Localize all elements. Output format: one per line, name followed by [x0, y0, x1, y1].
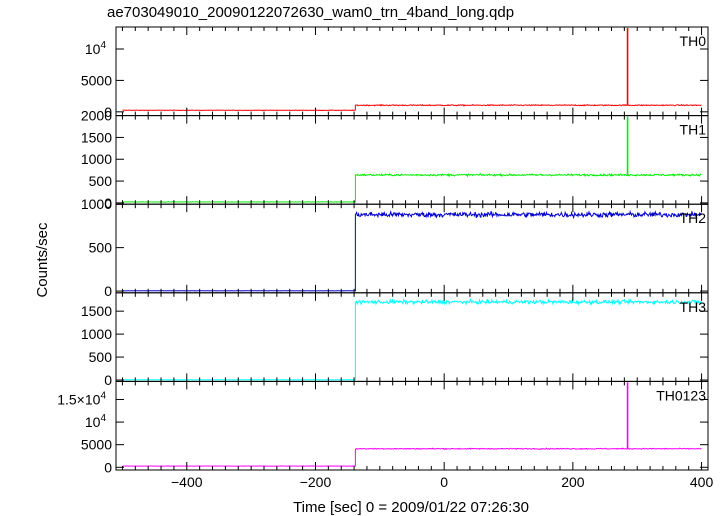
panel-label: TH2	[680, 210, 707, 226]
panel-th3: 0 500 1000 1500 TH3	[81, 292, 709, 388]
y-tick-label: 1500	[81, 303, 112, 319]
y-tick-label: 1000	[81, 151, 112, 167]
y-tick-label: 500	[89, 173, 113, 189]
y-axis-label: Counts/sec	[34, 222, 51, 298]
tick-exponent: 4	[100, 40, 106, 51]
y-tick-label: 1500	[81, 129, 112, 145]
chart-title: ae703049010_20090122072630_wam0_trn_4ban…	[107, 4, 514, 21]
y-tick-label: 104	[85, 413, 107, 430]
y-tick-label: 500	[89, 349, 113, 365]
series-line	[122, 172, 702, 203]
series-line	[122, 209, 703, 292]
y-tick-label: 0	[104, 372, 112, 388]
tick-mantissa: 1.5×10	[57, 391, 100, 407]
panel-frame	[115, 26, 709, 117]
y-tick-label: 0	[104, 104, 112, 120]
panel-frame	[115, 115, 709, 205]
panel-th0: 0 5000 104 TH0	[81, 26, 709, 120]
y-tick-label: 0	[104, 195, 112, 211]
y-tick-label: 1000	[81, 196, 112, 212]
tick-exponent: 4	[100, 390, 106, 401]
y-tick-label: 0	[104, 283, 112, 299]
panel-label: TH1	[680, 122, 707, 138]
panel-frame	[115, 380, 709, 471]
y-tick-label: 2000	[81, 108, 112, 124]
y-tick-label: 5000	[81, 437, 112, 453]
y-tick-label: 0	[104, 459, 112, 475]
panel-label: TH0	[680, 33, 707, 49]
series-line	[122, 447, 702, 467]
y-tick-label: 5000	[81, 72, 112, 88]
y-tick-label: 1000	[81, 326, 112, 342]
x-tick-label: −400	[171, 474, 203, 490]
panel-frame	[115, 292, 709, 382]
x-tick-label: 400	[690, 474, 714, 490]
x-axis-label: Time [sec] 0 = 2009/01/22 07:26:30	[293, 499, 529, 516]
y-tick-label: 1.5×104	[57, 390, 106, 407]
x-tick-label: 0	[440, 474, 448, 490]
x-tick-label: −200	[300, 474, 332, 490]
panel-th2: 0 500 1000 TH2	[81, 196, 709, 299]
y-tick-label: 500	[89, 240, 113, 256]
tick-mantissa: 10	[85, 41, 101, 57]
x-tick-label: 200	[561, 474, 585, 490]
panel-th1: 0 500 1000 1500 2000 TH1	[81, 108, 709, 211]
series-line	[122, 297, 703, 381]
tick-mantissa: 10	[85, 414, 101, 430]
panel-frame	[115, 203, 709, 294]
series-line	[122, 103, 702, 112]
panel-label: TH3	[680, 299, 707, 315]
y-tick-label: 104	[85, 40, 107, 57]
tick-exponent: 4	[100, 413, 106, 424]
panel-label: TH0123	[656, 387, 706, 403]
